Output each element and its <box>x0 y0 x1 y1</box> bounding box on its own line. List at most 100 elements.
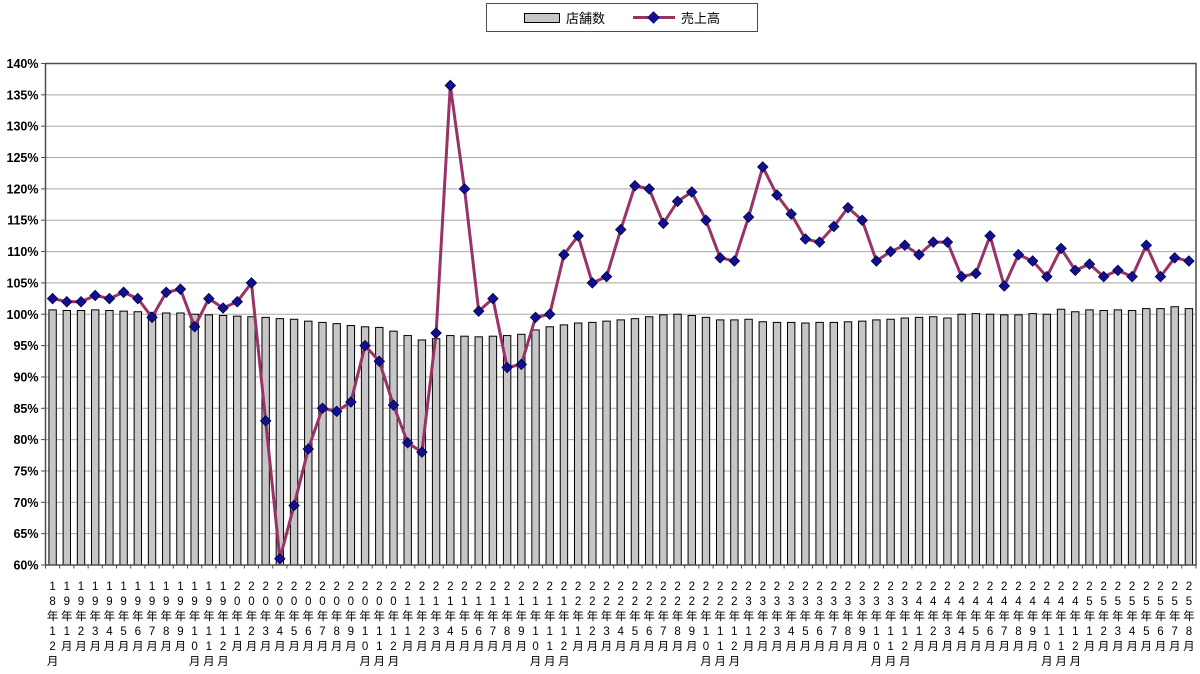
x-axis-label: 2 <box>760 581 766 593</box>
x-axis-label: 8 <box>1015 626 1021 638</box>
x-axis-label: 月 <box>402 641 414 653</box>
y-axis-label: 95% <box>13 339 38 353</box>
x-axis-label: 9 <box>149 596 155 608</box>
sales-marker <box>714 252 726 264</box>
x-axis-label: 月 <box>1183 641 1195 653</box>
bar <box>687 315 696 566</box>
x-axis-label: 2 <box>419 581 425 593</box>
sales-marker <box>1126 270 1138 283</box>
sales-marker <box>330 405 343 418</box>
x-axis-label: 0 <box>390 596 396 608</box>
x-axis-label: 9 <box>220 596 226 608</box>
x-axis-label: 年 <box>359 609 371 623</box>
x-axis-label: 年 <box>61 609 73 623</box>
x-axis-label: 1 <box>106 581 112 593</box>
x-axis-label: 年 <box>430 609 442 623</box>
x-axis-label: 月 <box>1112 641 1124 653</box>
bar <box>971 313 981 566</box>
x-axis-label: 月 <box>146 641 158 653</box>
x-axis-label: 年 <box>402 609 414 623</box>
x-axis-label: 2 <box>930 626 936 638</box>
bar <box>843 321 853 566</box>
sales-marker <box>927 236 939 248</box>
bar <box>431 338 441 566</box>
x-axis-label: 9 <box>1029 626 1035 638</box>
x-axis-label: 月 <box>61 641 73 653</box>
x-axis-label: 月 <box>1027 641 1039 653</box>
x-axis-label: 8 <box>674 626 680 638</box>
x-axis-label: 年 <box>1126 609 1138 623</box>
x-axis-label: 2 <box>674 596 680 608</box>
x-axis-label: 1 <box>561 596 567 608</box>
x-axis-label: 9 <box>177 596 183 608</box>
x-axis-label: 2 <box>987 581 993 593</box>
x-axis-label: 年 <box>899 609 911 623</box>
x-axis-label: 4 <box>277 626 284 638</box>
x-axis-label: 年 <box>160 609 172 623</box>
sales-marker <box>913 248 925 261</box>
x-axis-label: 年 <box>203 609 215 623</box>
sales-marker <box>614 223 627 236</box>
x-axis-label: 2 <box>1029 581 1035 593</box>
x-axis-label: 2 <box>632 596 638 608</box>
x-axis-label: 5 <box>1100 596 1106 608</box>
bar <box>758 321 767 566</box>
x-axis-label: 年 <box>714 609 726 623</box>
x-axis-label: 年 <box>615 609 627 623</box>
x-axis-label: 年 <box>785 609 797 623</box>
x-axis-label: 2 <box>589 596 595 608</box>
x-axis-label: 月 <box>899 656 911 668</box>
bar <box>162 312 171 566</box>
bar <box>346 325 356 566</box>
sales-marker <box>1055 242 1067 255</box>
bar <box>616 319 625 566</box>
x-axis-label: 5 <box>1143 626 1149 638</box>
bar <box>204 314 214 566</box>
x-axis-label: 2 <box>390 641 396 653</box>
x-axis-label: 3 <box>760 596 766 608</box>
x-axis-label: 月 <box>487 641 499 653</box>
y-axis-label: 60% <box>13 559 38 573</box>
x-axis-label: 4 <box>958 596 965 608</box>
bar <box>332 323 341 566</box>
x-axis-label: 2 <box>689 596 695 608</box>
sales-marker <box>785 208 797 220</box>
x-axis-label: 1 <box>873 626 879 638</box>
sales-marker <box>842 201 854 214</box>
x-axis-label: 月 <box>1155 641 1167 653</box>
x-axis-label: 1 <box>745 626 751 638</box>
x-axis-label: 年 <box>700 609 712 623</box>
x-axis-label: 1 <box>433 596 439 608</box>
x-axis-label: 年 <box>317 609 329 623</box>
x-axis-label: 1 <box>887 641 893 653</box>
line-swatch-icon <box>633 10 675 24</box>
sales-marker <box>203 292 215 305</box>
x-axis-label: 月 <box>274 641 286 653</box>
sales-marker <box>274 552 286 565</box>
x-axis-label: 月 <box>842 641 854 653</box>
x-axis-label: 1 <box>575 626 581 638</box>
x-axis-label: 1 <box>547 626 553 638</box>
x-axis-label: 3 <box>262 626 268 638</box>
x-axis-label: 2 <box>944 581 950 593</box>
x-axis-label: 月 <box>757 641 769 653</box>
x-axis-label: 1 <box>376 626 382 638</box>
x-axis-label: 月 <box>643 641 655 653</box>
sales-marker <box>955 270 968 283</box>
x-axis-label: 2 <box>717 581 723 593</box>
sales-marker <box>970 267 982 280</box>
x-axis-label: 月 <box>530 656 542 668</box>
bar <box>1014 314 1023 566</box>
x-axis-label: 3 <box>603 626 609 638</box>
x-axis-label: 2 <box>731 596 737 608</box>
sales-marker <box>1041 270 1053 283</box>
x-axis-label: 年 <box>1141 609 1153 623</box>
x-axis-label: 0 <box>348 596 354 608</box>
x-axis-label: 月 <box>814 641 826 653</box>
sales-marker <box>757 161 769 173</box>
x-axis-label: 月 <box>217 656 229 668</box>
x-axis-label: 2 <box>632 581 638 593</box>
x-axis-label: 年 <box>942 609 954 623</box>
sales-marker <box>728 255 741 267</box>
x-axis-label: 月 <box>913 641 925 653</box>
